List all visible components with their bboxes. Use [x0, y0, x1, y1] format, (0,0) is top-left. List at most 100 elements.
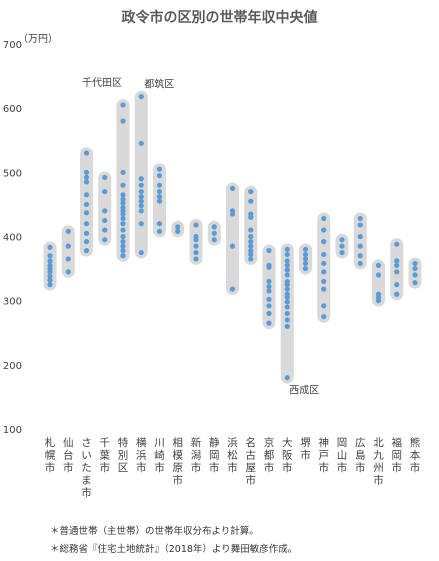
data-point	[375, 291, 382, 297]
data-point	[321, 303, 327, 309]
data-point	[412, 280, 418, 286]
data-point	[175, 224, 181, 230]
data-point	[302, 260, 309, 267]
data-point	[47, 258, 53, 264]
x-tick-label: 広島市	[355, 436, 366, 474]
data-point	[229, 185, 236, 191]
data-point	[394, 291, 400, 297]
x-tick-label: 北九州市	[373, 437, 384, 487]
data-point	[120, 196, 126, 202]
data-point	[102, 217, 108, 224]
x-tick-label: 浜松市	[227, 437, 238, 474]
data-point	[284, 258, 290, 264]
data-point	[266, 320, 272, 326]
x-tick-label: 特別区	[118, 437, 129, 474]
data-point	[83, 179, 90, 185]
data-point	[266, 278, 272, 285]
data-point	[47, 253, 53, 259]
data-point	[193, 256, 199, 262]
data-point	[156, 188, 163, 195]
x-tick-label: 静岡市	[209, 436, 220, 474]
range-band	[244, 185, 258, 265]
data-point	[357, 260, 363, 267]
data-point	[248, 227, 254, 233]
footnote-2: ＊総務省『住宅土地統計』（2018年）より舞田敏彦作成。	[50, 544, 298, 555]
data-point	[138, 94, 144, 100]
range-band	[353, 212, 367, 270]
range-band	[61, 225, 75, 278]
data-point	[83, 230, 90, 236]
y-axis-unit: （万円）	[18, 34, 58, 45]
data-point	[284, 278, 290, 285]
data-point	[156, 166, 163, 172]
data-point	[175, 228, 181, 234]
data-point	[65, 269, 71, 275]
data-point	[138, 188, 144, 195]
data-point	[248, 256, 254, 262]
data-point	[83, 201, 90, 208]
x-tick-label: 熊本市	[410, 436, 421, 474]
x-tick-label: 神戸市	[319, 436, 330, 474]
data-point	[138, 203, 144, 209]
data-point	[83, 210, 90, 216]
data-point	[339, 249, 345, 256]
data-point	[120, 215, 126, 222]
data-point	[65, 228, 71, 234]
data-point	[321, 286, 327, 292]
x-tick-label: 札幌市	[45, 436, 56, 474]
data-point	[284, 299, 290, 305]
y-tick-label: 100	[3, 425, 22, 436]
data-point	[83, 239, 90, 245]
data-point	[83, 169, 90, 175]
data-point	[321, 269, 327, 275]
y-tick-label: 300	[3, 297, 22, 308]
data-point	[321, 251, 327, 258]
y-tick-label: 200	[3, 361, 22, 372]
y-axis: 100 200 300 400 500 600 700	[3, 40, 22, 436]
data-point	[321, 239, 327, 245]
data-point	[248, 188, 254, 195]
range-band	[317, 212, 331, 323]
annotation-label: 西成区	[289, 385, 319, 397]
data-point	[120, 233, 126, 240]
data-point	[47, 273, 53, 279]
data-point	[83, 150, 90, 156]
data-point	[302, 265, 309, 272]
data-point	[120, 205, 126, 211]
data-point	[156, 194, 163, 200]
data-point	[394, 241, 400, 247]
data-point	[193, 243, 199, 249]
range-band	[372, 259, 385, 307]
y-tick-label: 500	[3, 168, 22, 179]
range-band	[226, 182, 239, 296]
data-point	[394, 258, 400, 264]
data-point	[120, 182, 126, 188]
chart-title: 政令市の区別の世帯年収中央値	[121, 10, 318, 26]
annotation-label: 千代田区	[82, 77, 122, 89]
data-point	[284, 246, 290, 252]
data-point	[156, 172, 163, 179]
data-point	[102, 188, 108, 195]
data-point	[102, 237, 108, 243]
data-point	[120, 243, 126, 249]
data-point	[120, 200, 126, 206]
footnote-1: ＊普通世帯（主世帯）の世帯年収分布より計算。	[50, 526, 259, 537]
range-band	[134, 90, 148, 259]
data-point	[138, 182, 144, 188]
data-point	[138, 194, 144, 200]
data-point	[120, 221, 126, 227]
data-point	[321, 314, 327, 320]
data-point	[284, 262, 290, 268]
data-point	[47, 277, 53, 283]
data-point	[120, 239, 126, 245]
x-tick-label: 福岡市	[392, 436, 403, 474]
data-point	[47, 244, 53, 251]
data-point	[47, 282, 53, 288]
data-point	[138, 221, 144, 227]
data-point	[47, 262, 53, 268]
data-point	[138, 198, 144, 204]
data-point	[248, 243, 254, 249]
data-point	[284, 375, 290, 381]
data-point	[266, 262, 272, 268]
